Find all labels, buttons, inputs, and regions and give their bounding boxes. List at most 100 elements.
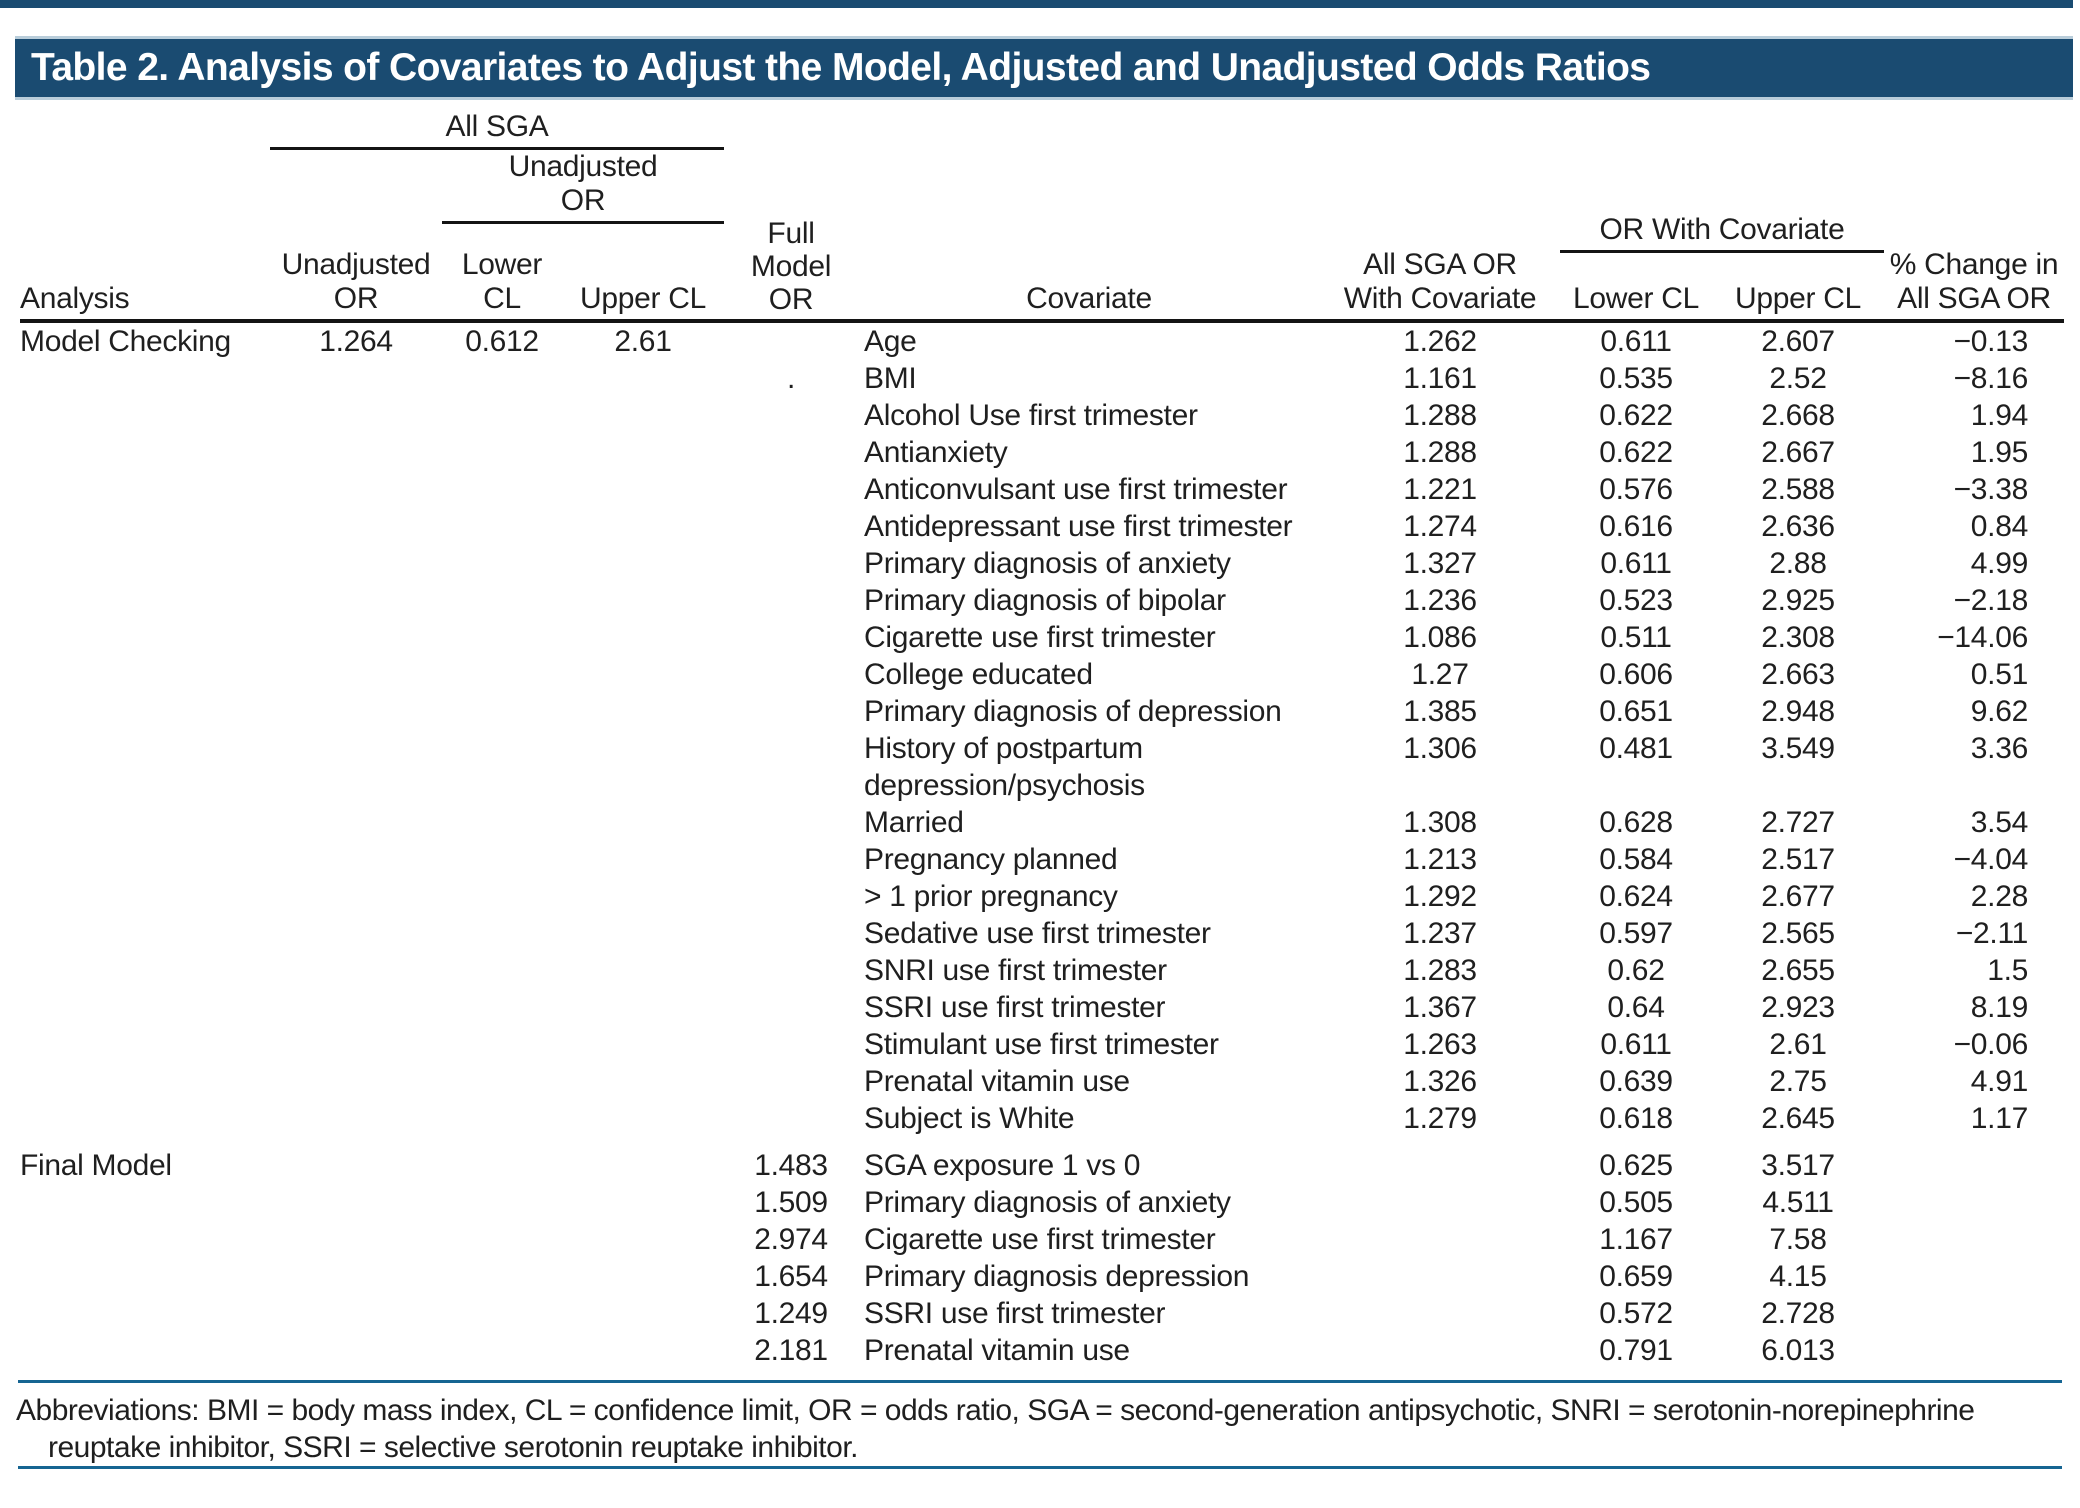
cell-all-sga-or-with-covariate: 1.283 [1403, 954, 1477, 987]
cell-lower-cl [442, 1258, 562, 1295]
cell-upper-cl [562, 989, 724, 1026]
cell-all-sga-or-with-covariate: 1.308 [1403, 806, 1477, 839]
cell-pct-change: −8.16 [1953, 362, 2029, 395]
cell-full-model-or [724, 878, 858, 915]
cell-all-sga-or-with-covariate: 1.288 [1403, 399, 1477, 432]
cell-unadjusted-or [270, 1332, 442, 1369]
cell-analysis [20, 989, 270, 1026]
cell-all-sga-or-with-covariate: 1.327 [1403, 547, 1477, 580]
table-row: > 1 prior pregnancy 1.292 0.624 2.677 2.28 [20, 878, 2064, 915]
cell-all-sga-or-with-covariate: 1.262 [1403, 325, 1477, 358]
cell-lower-cl [442, 619, 562, 656]
table-row: Model Checking 1.264 0.612 2.61 Age 1.262 0.61… [20, 323, 2064, 360]
cell-covariate: Primary diagnosis of anxiety [864, 547, 1231, 580]
cell-lower-cl [442, 915, 562, 952]
cell-lower-cl [442, 952, 562, 989]
cell-full-model-or [724, 471, 858, 508]
table-header: All SGA Unadjusted OR OR With Covariate … [20, 110, 2064, 323]
cell-unadjusted-or [270, 1295, 442, 1332]
cell-or-lower-cl: 0.597 [1599, 917, 1673, 950]
cell-all-sga-or-with-covariate: 1.279 [1403, 1102, 1477, 1135]
cell-or-lower-cl: 0.535 [1599, 362, 1673, 395]
cell-upper-cl [562, 1258, 724, 1295]
cell-analysis [20, 952, 270, 989]
cell-or-upper-cl: 4.15 [1769, 1260, 1827, 1293]
cell-analysis [20, 397, 270, 434]
cell-unadjusted-or [270, 545, 442, 582]
cell-all-sga-or-with-covariate: 1.288 [1403, 436, 1477, 469]
cell-pct-change: 9.62 [1970, 695, 2029, 728]
cell-upper-cl [562, 915, 724, 952]
cell-or-lower-cl: 0.622 [1599, 436, 1673, 469]
cell-or-upper-cl: 7.58 [1769, 1223, 1827, 1256]
cell-or-lower-cl: 0.651 [1599, 695, 1673, 728]
table-bottom-rule [18, 1380, 2062, 1383]
cell-full-model-or: 2.181 [754, 1334, 828, 1367]
cell-lower-cl [442, 730, 562, 767]
cell-unadjusted-or [270, 1147, 442, 1184]
cell-or-upper-cl: 2.88 [1769, 547, 1827, 580]
cell-pct-change: 3.36 [1970, 732, 2029, 765]
cell-pct-change [1884, 1258, 2064, 1295]
cell-covariate: Cigarette use first trimester [864, 621, 1216, 654]
cell-pct-change: 4.99 [1970, 547, 2029, 580]
cell-covariate: Cigarette use first trimester [864, 1223, 1216, 1256]
cell-upper-cl [562, 619, 724, 656]
cell-or-upper-cl: 2.565 [1761, 917, 1835, 950]
cell-all-sga-or-with-covariate: 1.263 [1403, 1028, 1477, 1061]
cell-analysis: Final Model [20, 1149, 172, 1182]
table-row: 1.249 SSRI use first trimester 0.572 2.728 [20, 1295, 2064, 1332]
table-row: Primary diagnosis of anxiety 1.327 0.611 2.… [20, 545, 2064, 582]
header-covariate: Covariate [1026, 282, 1152, 315]
cell-analysis [20, 1221, 270, 1258]
cell-unadjusted-or [270, 508, 442, 545]
cell-pct-change: 1.95 [1970, 436, 2029, 469]
cell-or-upper-cl: 2.636 [1761, 510, 1835, 543]
cell-or-upper-cl: 4.511 [1762, 1186, 1834, 1219]
cell-analysis [20, 1063, 270, 1100]
cell-pct-change: −0.13 [1953, 325, 2029, 358]
cell-upper-cl [562, 1295, 724, 1332]
cell-or-lower-cl: 0.572 [1599, 1297, 1673, 1330]
table-row: Stimulant use first trimester 1.263 0.611 2… [20, 1026, 2064, 1063]
table-row: Pregnancy planned 1.213 0.584 2.517 −4.04 [20, 841, 2064, 878]
cell-or-upper-cl: 2.923 [1761, 991, 1835, 1024]
cell-lower-cl [442, 508, 562, 545]
cell-pct-change: −3.38 [1953, 473, 2029, 506]
cell-covariate: Primary diagnosis of anxiety [864, 1186, 1231, 1219]
cell-full-model-or: 2.974 [754, 1223, 828, 1256]
cell-full-model-or [724, 545, 858, 582]
cell-pct-change: −14.06 [1937, 621, 2028, 654]
cell-all-sga-or-with-covariate: 1.385 [1403, 695, 1477, 728]
table-row: College educated 1.27 0.606 2.663 0.51 [20, 656, 2064, 693]
header-full-model-or: Full Model OR [750, 217, 832, 316]
cell-or-lower-cl: 1.167 [1599, 1223, 1673, 1256]
cell-full-model-or [724, 1063, 858, 1100]
cell-analysis [20, 656, 270, 693]
cell-full-model-or: 1.654 [754, 1260, 828, 1293]
cell-pct-change: 1.5 [1987, 954, 2028, 987]
cell-unadjusted-or [270, 989, 442, 1026]
cell-lower-cl [442, 841, 562, 878]
cell-or-upper-cl: 6.013 [1761, 1334, 1835, 1367]
cell-covariate: Alcohol Use first trimester [864, 399, 1198, 432]
cell-full-model-or [724, 656, 858, 693]
cell-upper-cl [562, 804, 724, 841]
cell-unadjusted-or [270, 730, 442, 767]
cell-or-lower-cl: 0.624 [1599, 880, 1673, 913]
cell-all-sga-or-with-covariate [1320, 1147, 1560, 1184]
table-row: Final Model 1.483 SGA exposure 1 vs 0 0.625… [20, 1147, 2064, 1184]
cell-or-upper-cl: 2.75 [1769, 1065, 1827, 1098]
cell-analysis [20, 915, 270, 952]
cell-covariate: History of postpartum depression/psychos… [864, 732, 1145, 802]
cell-analysis [20, 804, 270, 841]
cell-analysis [20, 619, 270, 656]
cell-or-lower-cl: 0.628 [1599, 806, 1673, 839]
cell-or-lower-cl: 0.523 [1599, 584, 1673, 617]
cell-analysis [20, 1295, 270, 1332]
cell-unadjusted-or [270, 841, 442, 878]
cell-lower-cl: 0.612 [465, 325, 539, 358]
cell-unadjusted-or: 1.264 [319, 325, 393, 358]
footnote: Abbreviations: BMI = body mass index, CL… [16, 1394, 1975, 1464]
